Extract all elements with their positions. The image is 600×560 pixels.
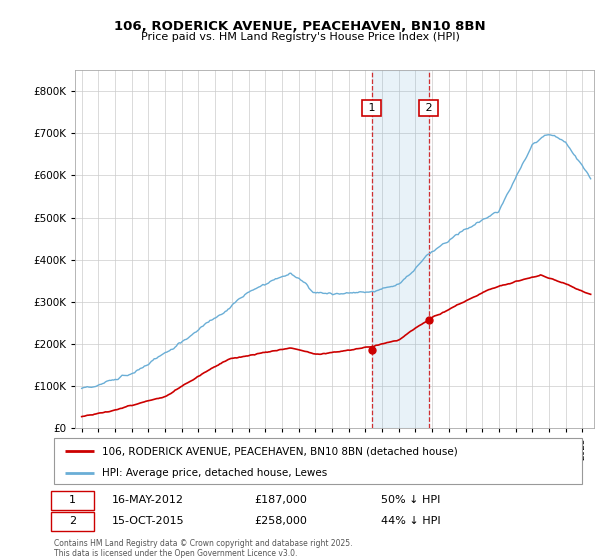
Text: £258,000: £258,000 <box>254 516 308 526</box>
Text: 106, RODERICK AVENUE, PEACEHAVEN, BN10 8BN (detached house): 106, RODERICK AVENUE, PEACEHAVEN, BN10 8… <box>101 446 457 456</box>
Text: Contains HM Land Registry data © Crown copyright and database right 2025.
This d: Contains HM Land Registry data © Crown c… <box>54 539 353 558</box>
Text: 44% ↓ HPI: 44% ↓ HPI <box>382 516 441 526</box>
Text: 1: 1 <box>365 103 379 113</box>
Text: 15-OCT-2015: 15-OCT-2015 <box>112 516 185 526</box>
Text: £187,000: £187,000 <box>254 496 308 505</box>
Text: 16-MAY-2012: 16-MAY-2012 <box>112 496 184 505</box>
FancyBboxPatch shape <box>52 491 94 510</box>
Text: 2: 2 <box>422 103 436 113</box>
Text: HPI: Average price, detached house, Lewes: HPI: Average price, detached house, Lewe… <box>101 468 327 478</box>
Text: 1: 1 <box>69 496 76 505</box>
Text: 106, RODERICK AVENUE, PEACEHAVEN, BN10 8BN: 106, RODERICK AVENUE, PEACEHAVEN, BN10 8… <box>114 20 486 32</box>
FancyBboxPatch shape <box>52 512 94 531</box>
Bar <box>371 70 428 428</box>
Text: 50% ↓ HPI: 50% ↓ HPI <box>382 496 441 505</box>
Text: 2: 2 <box>69 516 76 526</box>
Text: Price paid vs. HM Land Registry's House Price Index (HPI): Price paid vs. HM Land Registry's House … <box>140 32 460 43</box>
